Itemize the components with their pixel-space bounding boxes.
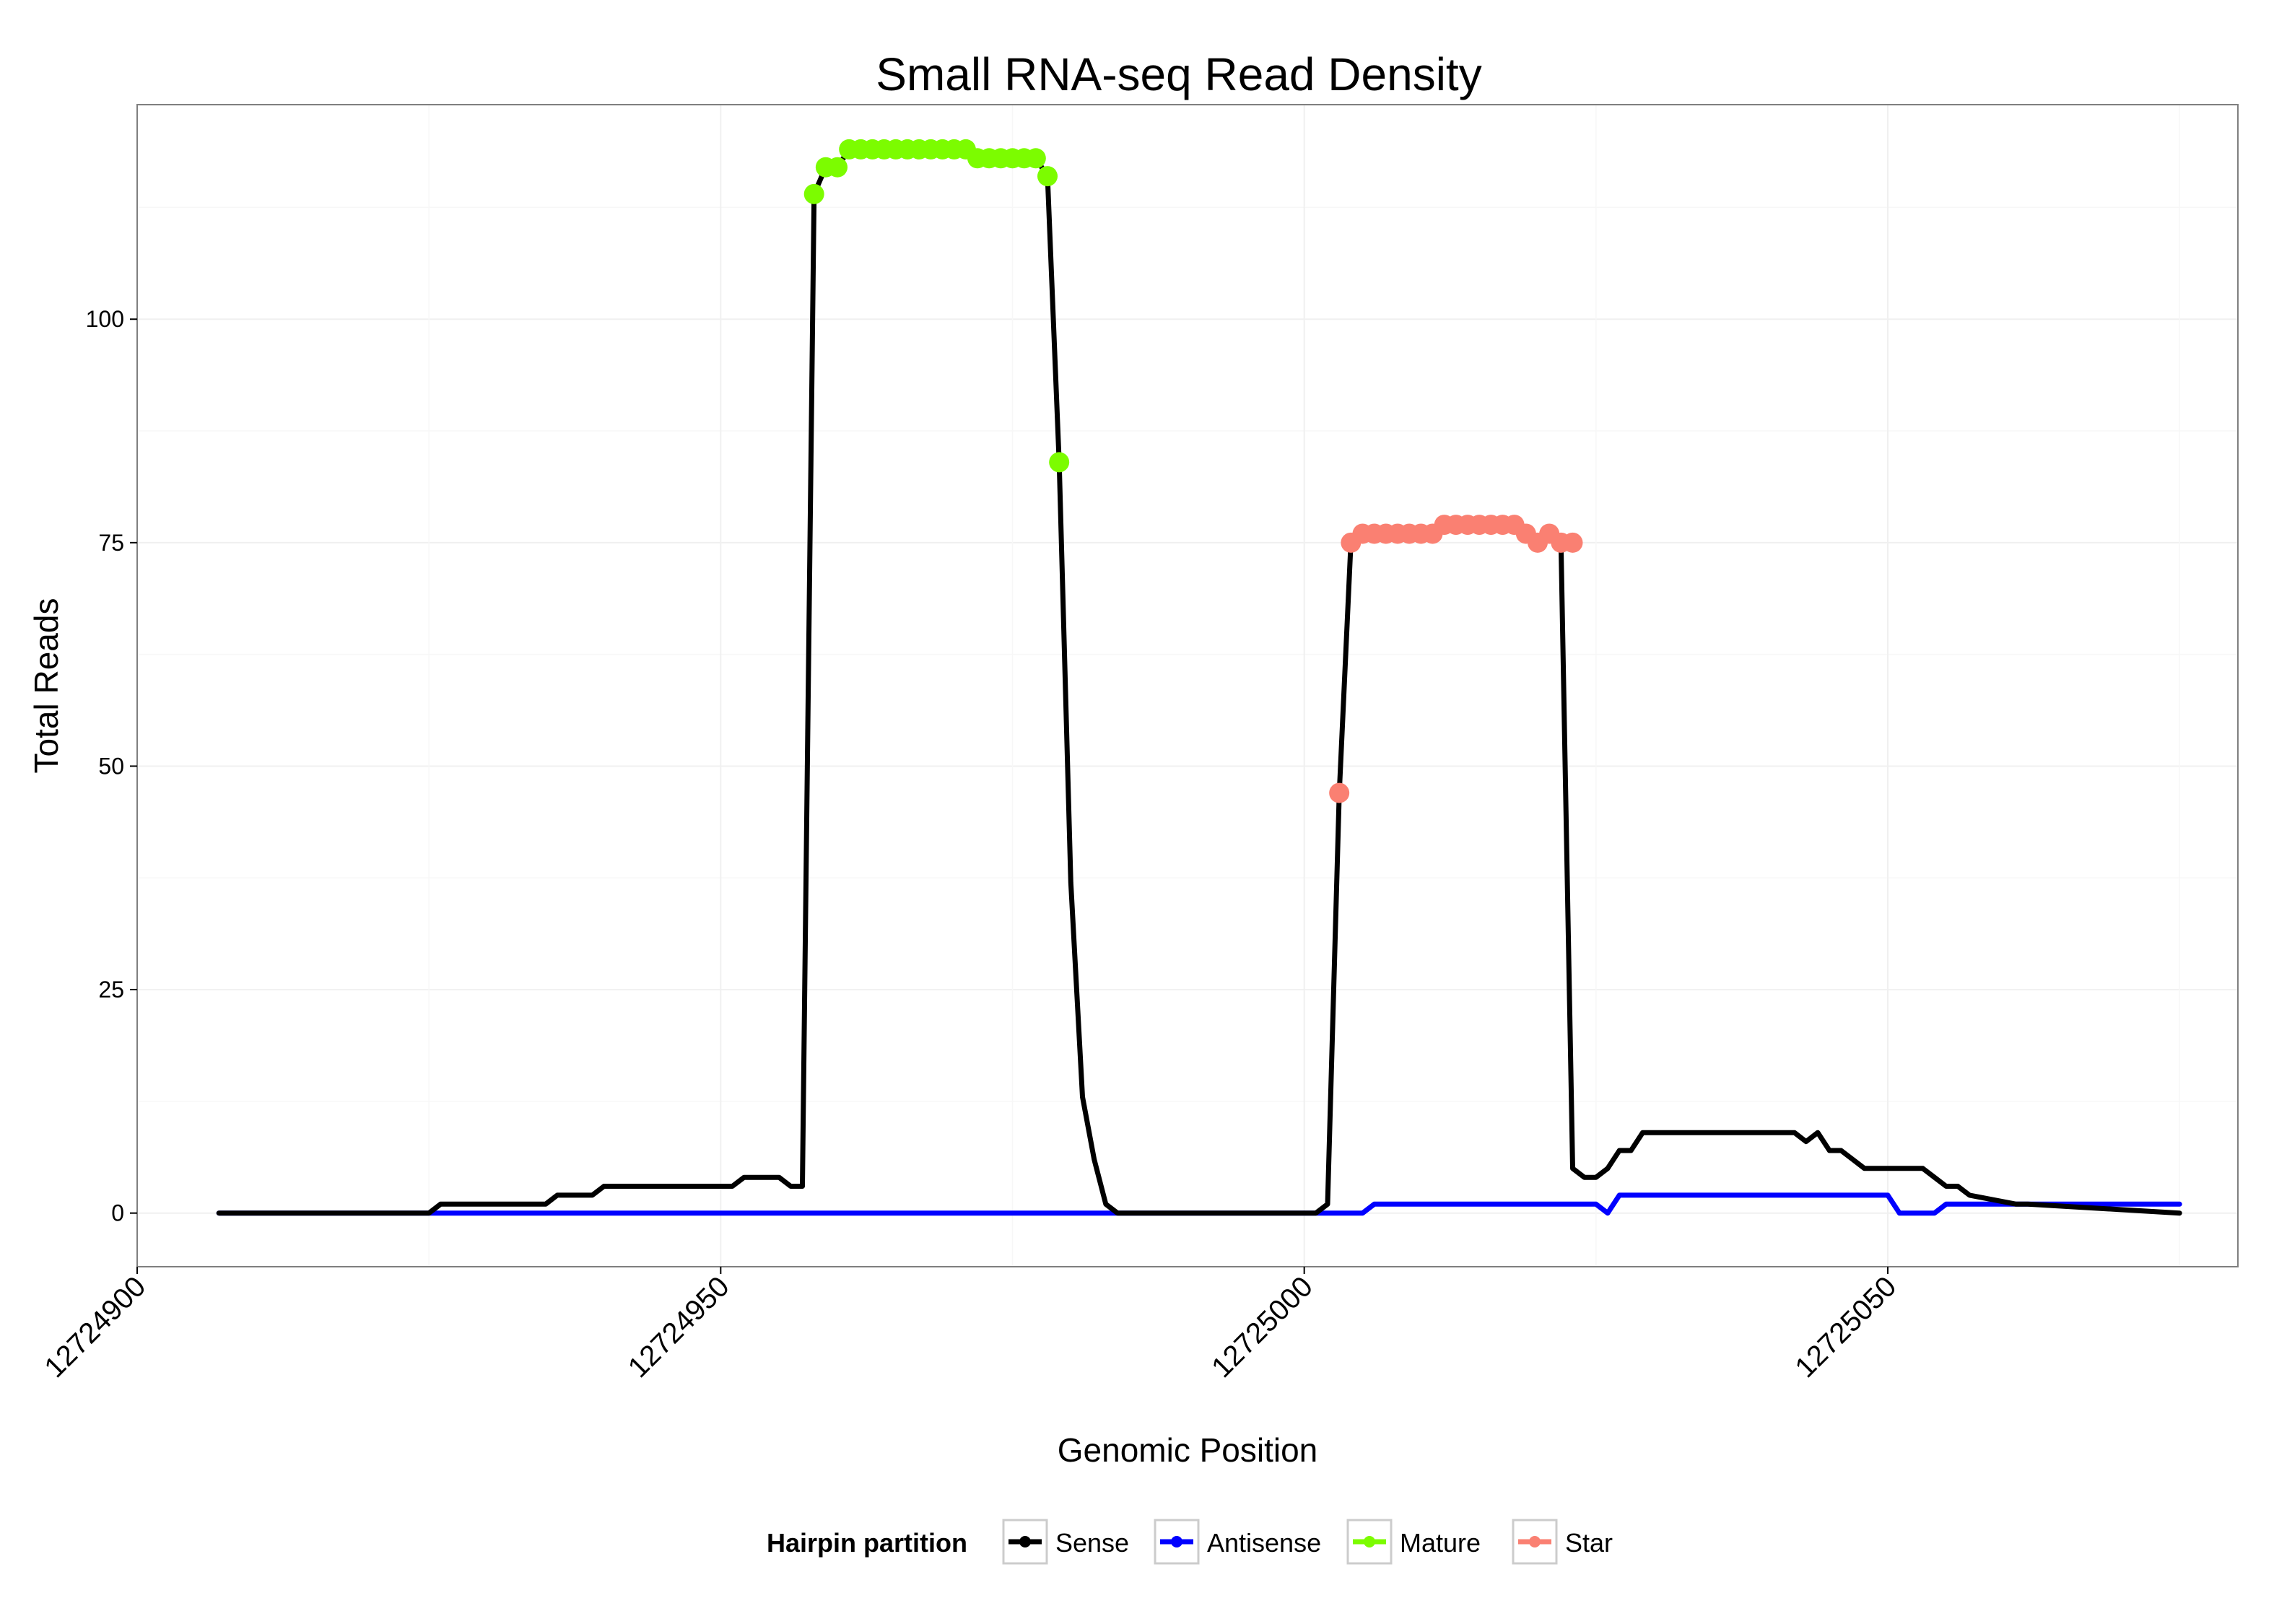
point-star (1562, 532, 1583, 553)
y-tick-label: 0 (111, 1200, 124, 1226)
legend-label: Star (1565, 1528, 1613, 1558)
y-tick-label: 75 (98, 530, 124, 556)
legend-item-mature: Mature (1346, 1519, 1481, 1565)
legend: Hairpin partition Sense Antisense Mature St… (767, 1519, 1613, 1565)
legend-key-point (1171, 1536, 1182, 1547)
y-axis-title: Total Reads (27, 598, 65, 774)
legend-item-sense: Sense (1002, 1519, 1129, 1565)
legend-title: Hairpin partition (767, 1528, 967, 1558)
x-axis-title: Genomic Position (1058, 1431, 1318, 1469)
legend-label: Mature (1400, 1528, 1481, 1558)
series-layer (216, 139, 2182, 1216)
plot-panel-border (136, 104, 2239, 1267)
legend-item-star: Star (1512, 1519, 1613, 1565)
y-tick-label: 25 (98, 977, 124, 1003)
y-tick-label: 100 (86, 306, 124, 332)
legend-key-point (1529, 1536, 1541, 1547)
point-mature (1049, 452, 1070, 473)
point-mature (1025, 148, 1046, 169)
legend-key-point (1364, 1536, 1375, 1547)
series-line-antisense (216, 1192, 2182, 1216)
legend-key-point (1019, 1536, 1031, 1547)
point-star (1329, 782, 1350, 803)
legend-label: Antisense (1207, 1528, 1321, 1558)
y-tick-label: 50 (98, 753, 124, 779)
point-mature (827, 157, 848, 178)
chart-title: Small RNA-seq Read Density (876, 48, 1481, 100)
legend-items: Sense Antisense Mature Star (1002, 1519, 1613, 1565)
legend-item-antisense: Antisense (1154, 1519, 1321, 1565)
legend-label: Sense (1055, 1528, 1129, 1558)
point-mature (1037, 166, 1058, 187)
point-mature (803, 183, 824, 204)
